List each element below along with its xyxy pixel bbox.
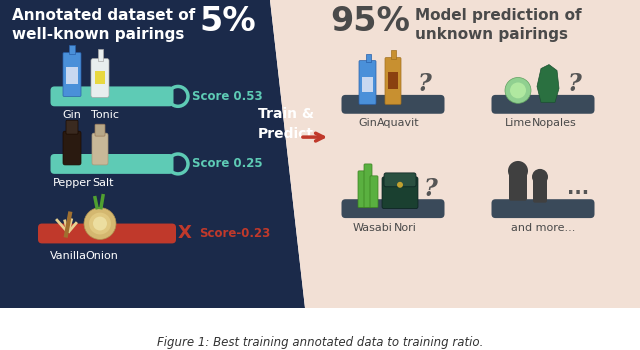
FancyBboxPatch shape bbox=[382, 177, 418, 209]
FancyBboxPatch shape bbox=[385, 58, 401, 104]
Bar bbox=[388, 71, 398, 89]
Text: Gin: Gin bbox=[63, 110, 81, 120]
Text: ?: ? bbox=[418, 72, 432, 97]
Text: Gin: Gin bbox=[358, 118, 378, 128]
Circle shape bbox=[89, 212, 111, 234]
Bar bbox=[66, 66, 78, 84]
FancyBboxPatch shape bbox=[492, 95, 595, 114]
FancyBboxPatch shape bbox=[63, 131, 81, 165]
Text: Train &
Predict: Train & Predict bbox=[258, 107, 314, 141]
Text: Annotated dataset of
well-known pairings: Annotated dataset of well-known pairings bbox=[12, 8, 195, 42]
Bar bbox=[69, 45, 75, 54]
Text: Aquavit: Aquavit bbox=[377, 118, 419, 128]
Text: Score 0.53: Score 0.53 bbox=[192, 90, 262, 103]
Text: 5%: 5% bbox=[200, 5, 256, 38]
Circle shape bbox=[84, 208, 116, 239]
FancyBboxPatch shape bbox=[342, 95, 445, 114]
FancyBboxPatch shape bbox=[63, 52, 81, 96]
Bar bbox=[366, 54, 371, 62]
Polygon shape bbox=[0, 0, 305, 308]
Text: Score-0.23: Score-0.23 bbox=[199, 227, 270, 240]
FancyBboxPatch shape bbox=[92, 133, 108, 165]
FancyBboxPatch shape bbox=[51, 154, 173, 174]
Circle shape bbox=[505, 77, 531, 103]
Text: Onion: Onion bbox=[86, 251, 118, 261]
Bar bbox=[362, 77, 373, 92]
Text: Nori: Nori bbox=[394, 223, 417, 232]
Text: Vanilla: Vanilla bbox=[49, 251, 86, 261]
Text: and more...: and more... bbox=[511, 223, 575, 232]
FancyBboxPatch shape bbox=[364, 164, 372, 208]
Bar bbox=[391, 50, 396, 58]
Bar bbox=[98, 49, 103, 61]
Text: Tonic: Tonic bbox=[91, 110, 119, 120]
FancyBboxPatch shape bbox=[384, 173, 416, 187]
FancyBboxPatch shape bbox=[91, 58, 109, 97]
FancyArrowPatch shape bbox=[303, 133, 323, 141]
Polygon shape bbox=[270, 0, 640, 308]
Circle shape bbox=[93, 217, 107, 231]
Text: Lime: Lime bbox=[504, 118, 532, 128]
FancyBboxPatch shape bbox=[533, 175, 547, 203]
FancyBboxPatch shape bbox=[359, 61, 376, 104]
Text: Score 0.25: Score 0.25 bbox=[192, 158, 262, 170]
Text: ?: ? bbox=[568, 72, 582, 97]
Text: Model prediction of
unknown pairings: Model prediction of unknown pairings bbox=[415, 8, 582, 42]
FancyBboxPatch shape bbox=[66, 120, 78, 134]
FancyBboxPatch shape bbox=[342, 199, 445, 218]
FancyBboxPatch shape bbox=[370, 176, 378, 208]
Circle shape bbox=[532, 169, 548, 185]
Circle shape bbox=[508, 161, 528, 181]
Bar bbox=[95, 71, 105, 84]
FancyBboxPatch shape bbox=[358, 171, 366, 208]
Text: Figure 1: Best training annotated data to training ratio.: Figure 1: Best training annotated data t… bbox=[157, 336, 483, 349]
FancyBboxPatch shape bbox=[51, 86, 173, 106]
Text: Salt: Salt bbox=[92, 178, 114, 188]
Polygon shape bbox=[537, 65, 559, 102]
Text: ?: ? bbox=[423, 177, 437, 201]
Circle shape bbox=[510, 83, 526, 98]
Text: ...: ... bbox=[567, 179, 589, 198]
Text: X: X bbox=[178, 224, 192, 243]
FancyBboxPatch shape bbox=[95, 124, 105, 136]
Text: Nopales: Nopales bbox=[532, 118, 577, 128]
FancyBboxPatch shape bbox=[38, 224, 176, 243]
FancyBboxPatch shape bbox=[509, 169, 527, 201]
Text: 95%: 95% bbox=[330, 5, 410, 38]
Text: Pepper: Pepper bbox=[52, 178, 92, 188]
FancyBboxPatch shape bbox=[492, 199, 595, 218]
Text: Wasabi: Wasabi bbox=[353, 223, 393, 232]
Circle shape bbox=[397, 182, 403, 188]
